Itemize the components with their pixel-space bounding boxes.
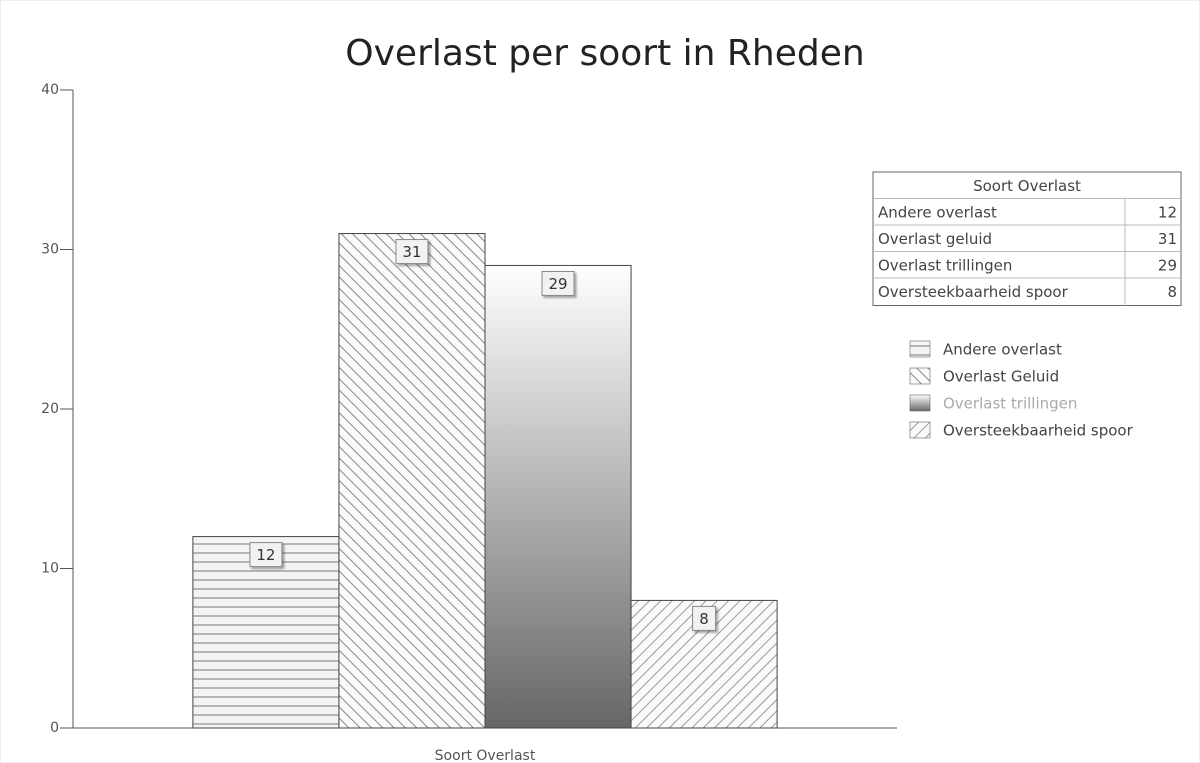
data-label-box xyxy=(692,605,717,631)
table-value: 31 xyxy=(1158,230,1177,248)
data-label: 8 xyxy=(699,610,709,628)
y-tick-label: 10 xyxy=(41,561,59,577)
table-value: 29 xyxy=(1158,256,1177,274)
legend-label: Overlast Geluid xyxy=(943,368,1059,386)
table-name: Andere overlast xyxy=(878,203,997,221)
bar xyxy=(192,536,340,729)
table-name: Oversteekbaarheid spoor xyxy=(878,283,1069,301)
table-name: Overlast geluid xyxy=(878,230,992,248)
data-label-box xyxy=(249,542,283,568)
legend-swatch xyxy=(909,394,931,412)
y-tick-label: 30 xyxy=(41,242,59,258)
data-label-box xyxy=(395,239,429,265)
bar xyxy=(484,264,632,729)
y-tick-label: 40 xyxy=(41,82,59,98)
legend-label: Overlast trillingen xyxy=(943,395,1077,413)
legend-swatch xyxy=(909,421,931,439)
data-label: 29 xyxy=(548,275,567,293)
legend-label: Oversteekbaarheid spoor xyxy=(943,422,1134,440)
table-border xyxy=(872,171,1182,306)
legend-swatch xyxy=(909,340,931,358)
chart-title: Overlast per soort in Rheden xyxy=(345,33,864,74)
table-name: Overlast trillingen xyxy=(878,256,1012,274)
table-value: 12 xyxy=(1158,203,1177,221)
table-value: 8 xyxy=(1167,283,1177,301)
y-tick-label: 0 xyxy=(50,720,59,736)
table-header: Soort Overlast xyxy=(973,177,1081,195)
data-label: 31 xyxy=(402,243,421,261)
data-label: 12 xyxy=(256,546,275,564)
bar xyxy=(338,233,486,729)
y-tick-label: 20 xyxy=(41,401,59,417)
legend-label: Andere overlast xyxy=(943,341,1062,359)
x-tick-label: Soort Overlast xyxy=(435,748,536,763)
legend-swatch xyxy=(909,367,931,385)
data-label-box xyxy=(541,270,575,296)
